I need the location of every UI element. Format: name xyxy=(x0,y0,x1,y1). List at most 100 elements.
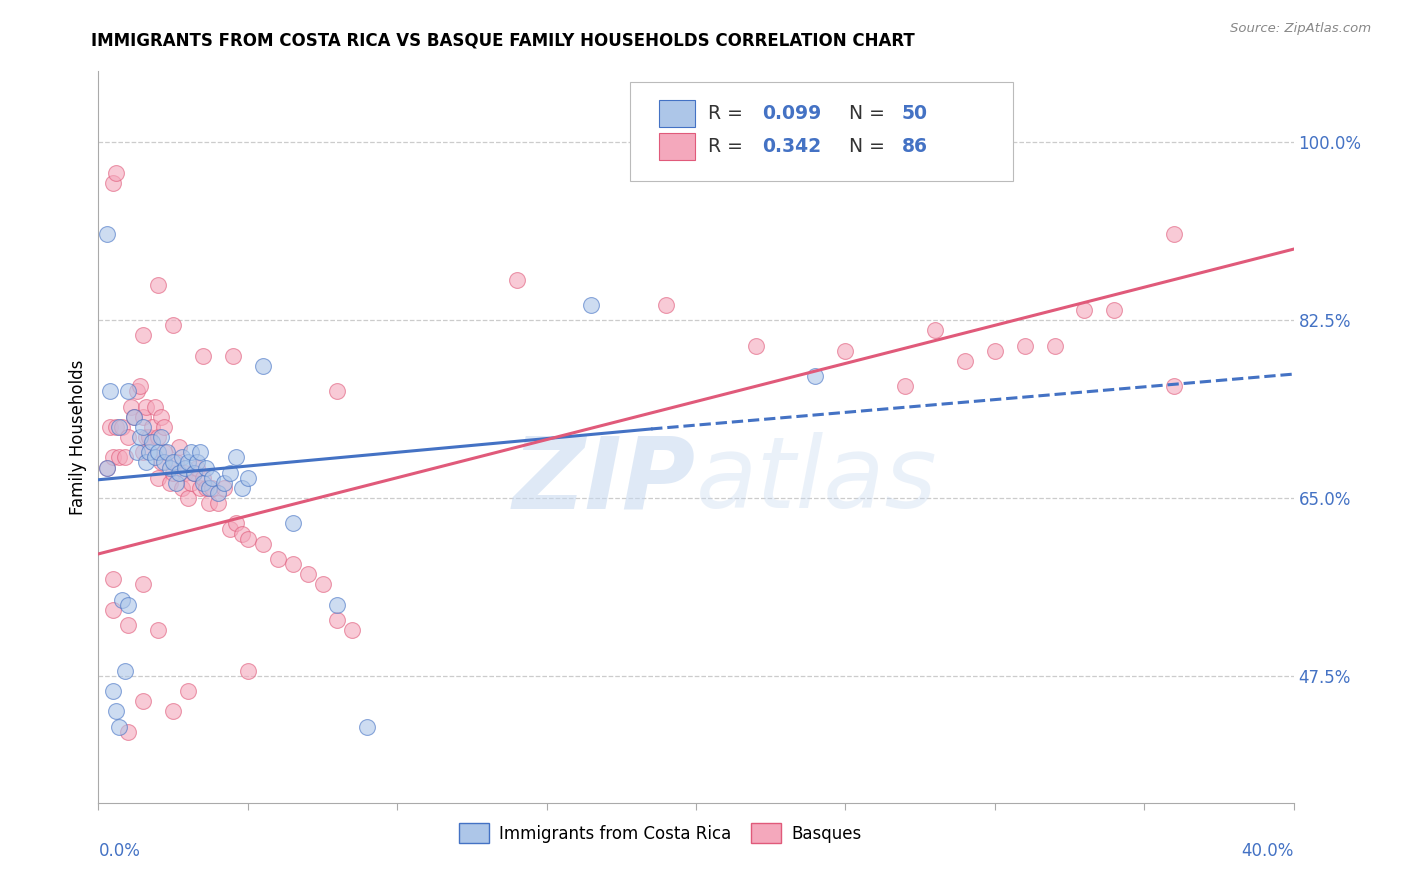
Point xyxy=(103,603,125,617)
Point xyxy=(141,435,163,450)
Point xyxy=(103,684,125,698)
Point xyxy=(1163,379,1185,393)
Point xyxy=(297,567,319,582)
Point xyxy=(108,420,131,434)
Point xyxy=(159,460,181,475)
Text: R =: R = xyxy=(709,137,749,156)
Point xyxy=(207,486,229,500)
Point xyxy=(174,466,197,480)
Point xyxy=(98,384,122,399)
Point xyxy=(129,430,152,444)
Point xyxy=(356,720,378,734)
Point xyxy=(311,577,333,591)
Point xyxy=(150,409,173,424)
Point xyxy=(108,720,131,734)
Point xyxy=(111,592,134,607)
Text: 50: 50 xyxy=(901,103,928,122)
Point xyxy=(148,445,170,459)
Point xyxy=(252,359,274,373)
Point xyxy=(1163,227,1185,241)
Text: N =: N = xyxy=(849,137,891,156)
Point xyxy=(281,516,304,531)
Point xyxy=(96,460,118,475)
Point xyxy=(132,445,155,459)
Point xyxy=(132,694,155,708)
Point xyxy=(96,460,118,475)
Point xyxy=(103,450,125,465)
Point xyxy=(108,450,131,465)
Point xyxy=(132,328,155,343)
Point xyxy=(198,496,221,510)
Point xyxy=(117,618,139,632)
Point xyxy=(191,349,214,363)
Point xyxy=(236,664,259,678)
Point xyxy=(162,705,184,719)
Point xyxy=(924,323,946,337)
Point xyxy=(188,481,211,495)
Point xyxy=(894,379,917,393)
Point xyxy=(252,537,274,551)
Point xyxy=(167,440,190,454)
Text: N =: N = xyxy=(849,103,891,122)
Y-axis label: Family Households: Family Households xyxy=(69,359,87,515)
Point xyxy=(156,445,179,459)
Point xyxy=(191,475,214,490)
Point xyxy=(231,526,253,541)
Point xyxy=(177,455,200,469)
Point xyxy=(188,445,211,459)
Point xyxy=(117,384,139,399)
FancyBboxPatch shape xyxy=(630,82,1012,181)
Point xyxy=(148,277,170,292)
Text: 0.099: 0.099 xyxy=(762,103,821,122)
Text: Source: ZipAtlas.com: Source: ZipAtlas.com xyxy=(1230,22,1371,36)
Point xyxy=(162,318,184,333)
Point xyxy=(177,684,200,698)
Point xyxy=(267,552,290,566)
Point xyxy=(124,409,146,424)
Point xyxy=(581,298,603,312)
Point xyxy=(201,481,224,495)
Point xyxy=(114,664,136,678)
Point xyxy=(201,471,224,485)
Point xyxy=(153,445,176,459)
Point xyxy=(159,475,181,490)
Point xyxy=(180,445,202,459)
Text: ZIP: ZIP xyxy=(513,433,696,530)
Point xyxy=(105,705,128,719)
Point xyxy=(183,466,205,480)
Point xyxy=(138,445,160,459)
Point xyxy=(148,623,170,637)
Point xyxy=(342,623,364,637)
Point xyxy=(103,176,125,190)
Point xyxy=(183,466,205,480)
Point xyxy=(143,400,166,414)
Point xyxy=(222,349,245,363)
Point xyxy=(129,379,152,393)
Point xyxy=(1043,338,1066,352)
Point xyxy=(127,384,149,399)
Point xyxy=(141,420,163,434)
Point xyxy=(103,572,125,586)
Point xyxy=(207,496,229,510)
Point xyxy=(132,409,155,424)
Point xyxy=(225,450,247,465)
Point xyxy=(132,420,155,434)
Point xyxy=(127,445,149,459)
Point xyxy=(150,455,173,469)
Point xyxy=(124,409,146,424)
Point xyxy=(150,430,173,444)
Text: R =: R = xyxy=(709,103,749,122)
Point xyxy=(506,272,529,286)
Point xyxy=(655,298,678,312)
Point xyxy=(326,613,349,627)
Point xyxy=(225,516,247,531)
Point xyxy=(162,466,184,480)
Point xyxy=(120,400,142,414)
Point xyxy=(745,338,768,352)
Point xyxy=(326,384,349,399)
Point xyxy=(177,491,200,505)
Point xyxy=(117,724,139,739)
Point xyxy=(135,400,157,414)
Text: 0.0%: 0.0% xyxy=(98,842,141,860)
Text: IMMIGRANTS FROM COSTA RICA VS BASQUE FAMILY HOUSEHOLDS CORRELATION CHART: IMMIGRANTS FROM COSTA RICA VS BASQUE FAM… xyxy=(91,31,915,49)
